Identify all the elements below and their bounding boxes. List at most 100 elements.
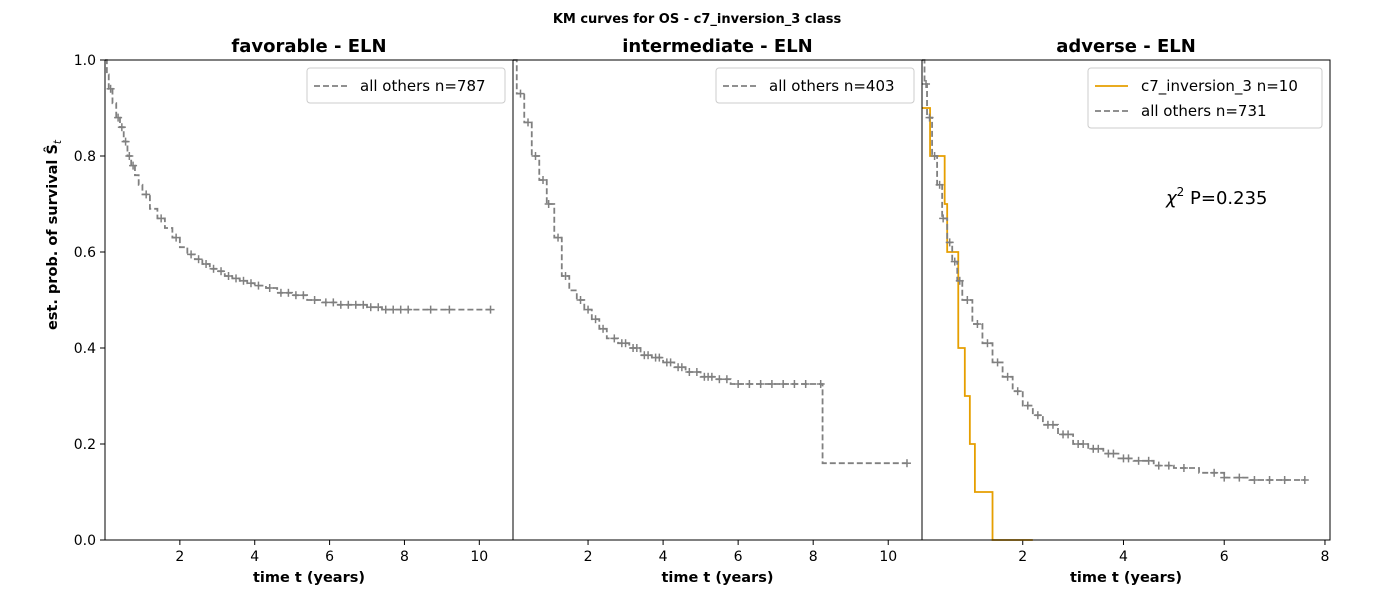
censor-mark bbox=[902, 459, 911, 468]
censor-mark bbox=[389, 305, 398, 314]
censor-mark bbox=[576, 296, 585, 304]
x-tick-label: 6 bbox=[325, 549, 334, 565]
censor-mark bbox=[157, 214, 166, 223]
y-tick-label: 0.4 bbox=[74, 341, 96, 357]
censor-mark bbox=[767, 380, 776, 388]
y-tick-label: 1.0 bbox=[74, 53, 96, 69]
panel-title: intermediate - ELN bbox=[622, 36, 813, 57]
censor-mark bbox=[1003, 372, 1012, 381]
censor-mark bbox=[539, 176, 548, 184]
censor-mark bbox=[366, 303, 375, 312]
censor-mark bbox=[276, 288, 285, 297]
censor-mark bbox=[445, 305, 454, 314]
censor-mark bbox=[254, 281, 263, 290]
panel-title: adverse - ELN bbox=[1056, 36, 1196, 57]
x-tick-label: 4 bbox=[1119, 549, 1128, 565]
censor-mark bbox=[209, 264, 218, 273]
censor-mark bbox=[1220, 473, 1229, 482]
censor-mark bbox=[745, 380, 754, 388]
censor-mark bbox=[655, 353, 664, 362]
svg-text:est. prob. of survival Ŝt: est. prob. of survival Ŝt bbox=[43, 139, 64, 330]
censor-mark bbox=[790, 380, 799, 388]
x-tick-label: 8 bbox=[809, 549, 818, 565]
censor-mark bbox=[692, 368, 701, 376]
censor-mark bbox=[925, 113, 934, 122]
x-tick-label: 4 bbox=[250, 549, 259, 565]
censor-mark bbox=[1048, 420, 1057, 429]
censor-mark bbox=[963, 296, 972, 304]
x-tick-label: 10 bbox=[879, 549, 897, 565]
censor-mark bbox=[486, 305, 495, 314]
y-tick-label: 0.8 bbox=[74, 149, 96, 165]
x-axis-label: time t (years) bbox=[662, 570, 774, 586]
censor-mark bbox=[1250, 476, 1259, 484]
censor-mark bbox=[129, 161, 138, 170]
censor-mark bbox=[973, 320, 982, 328]
censor-mark bbox=[983, 339, 992, 348]
x-tick-label: 6 bbox=[734, 549, 743, 565]
censor-mark bbox=[1144, 456, 1153, 465]
x-axis-label: time t (years) bbox=[253, 570, 365, 586]
censor-mark bbox=[114, 113, 123, 122]
censor-mark bbox=[291, 291, 300, 300]
censor-mark bbox=[939, 214, 948, 223]
legend: all others n=787 bbox=[306, 67, 506, 104]
censor-mark bbox=[677, 363, 686, 372]
legend-label: all others n=731 bbox=[1141, 102, 1267, 120]
series-line-c7-inversion-3 bbox=[922, 107, 1033, 541]
x-tick-label: 8 bbox=[400, 549, 409, 565]
censor-mark bbox=[584, 305, 593, 314]
censor-mark bbox=[106, 84, 115, 93]
censor-mark bbox=[142, 190, 151, 199]
censor-mark bbox=[516, 89, 525, 98]
censor-mark bbox=[1154, 461, 1163, 470]
x-tick-label: 2 bbox=[175, 549, 184, 565]
censor-mark bbox=[284, 288, 293, 297]
censor-mark bbox=[685, 368, 694, 376]
x-axis-label: time t (years) bbox=[1070, 570, 1182, 586]
censor-mark bbox=[524, 118, 533, 127]
y-tick-label: 0.6 bbox=[74, 245, 96, 261]
censor-mark bbox=[426, 305, 435, 314]
censor-mark bbox=[329, 298, 338, 307]
censor-mark bbox=[125, 152, 134, 160]
panel-0: favorable - ELN time t (years) 2 4 6 8 10 0.0 0.… bbox=[74, 36, 514, 586]
censor-mark bbox=[734, 380, 743, 388]
censor-mark bbox=[816, 380, 825, 388]
censor-mark bbox=[194, 255, 203, 264]
legend-label: all others n=787 bbox=[360, 77, 486, 95]
censor-mark bbox=[1265, 476, 1274, 484]
panel-frame bbox=[921, 59, 1331, 541]
censor-mark bbox=[599, 324, 608, 333]
censor-mark bbox=[1134, 456, 1143, 465]
censor-mark bbox=[1300, 476, 1309, 484]
x-tick-label: 4 bbox=[659, 549, 668, 565]
series-group bbox=[922, 59, 1309, 541]
censor-mark bbox=[265, 284, 274, 292]
censor-mark bbox=[945, 238, 954, 247]
x-tick-label: 2 bbox=[584, 549, 593, 565]
censor-mark bbox=[544, 200, 553, 208]
censor-mark bbox=[722, 375, 731, 384]
x-tick-label: 2 bbox=[1018, 549, 1027, 565]
censor-mark bbox=[779, 380, 788, 388]
y-axis-label: est. prob. of survival Ŝt bbox=[43, 139, 64, 330]
series-line-all-others bbox=[513, 59, 907, 465]
censor-mark bbox=[1023, 401, 1032, 410]
censor-mark bbox=[202, 260, 211, 268]
censor-mark bbox=[707, 372, 716, 381]
censor-mark bbox=[1109, 449, 1118, 458]
censor-mark bbox=[232, 274, 241, 283]
censor-mark bbox=[531, 152, 540, 160]
censor-mark bbox=[1280, 476, 1289, 484]
panel-title: favorable - ELN bbox=[231, 36, 386, 57]
chi2-pvalue: P=0.235 bbox=[1184, 188, 1267, 209]
legend-label: all others n=403 bbox=[769, 77, 895, 95]
series-group bbox=[513, 59, 911, 468]
censor-mark bbox=[666, 358, 675, 367]
censor-mark bbox=[396, 305, 405, 314]
legend-box bbox=[1087, 67, 1323, 129]
chi2-annotation: χ2 P=0.235 bbox=[1165, 185, 1268, 209]
censor-mark bbox=[632, 344, 641, 352]
censor-mark bbox=[950, 257, 959, 266]
